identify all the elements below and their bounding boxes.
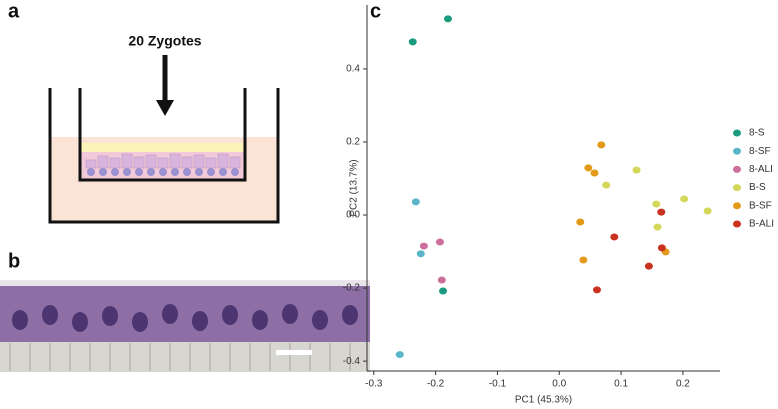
legend-marker: [733, 184, 741, 192]
point: [703, 207, 712, 215]
legend-label: 8-SF: [749, 146, 771, 157]
point: [592, 286, 601, 294]
point: [576, 218, 585, 226]
point: [408, 38, 417, 46]
y-tick-label: 0.4: [346, 64, 360, 75]
y-tick-label: -0.4: [343, 356, 361, 367]
point: [657, 244, 666, 252]
x-tick-label: 0.1: [614, 379, 628, 390]
panel-label: c: [370, 0, 381, 22]
point: [632, 166, 641, 174]
point: [644, 262, 653, 270]
point: [610, 233, 619, 241]
x-tick-label: -0.1: [489, 379, 507, 390]
x-tick-label: -0.3: [365, 379, 383, 390]
x-tick-label: 0.0: [552, 379, 566, 390]
annotation: 20 Zygotes: [128, 33, 201, 49]
panel-label: b: [8, 250, 20, 272]
legend-marker: [733, 165, 741, 173]
y-axis-label: PC2 (13.7%): [349, 159, 360, 216]
point: [579, 256, 588, 264]
panel-label: a: [8, 0, 20, 22]
y-tick-label: 0.2: [346, 137, 360, 148]
point: [602, 181, 611, 189]
point: [419, 242, 428, 250]
point: [680, 195, 689, 203]
point: [437, 276, 446, 284]
point: [416, 250, 425, 258]
point: [435, 238, 444, 246]
histology-image: [0, 280, 370, 372]
legend-marker: [733, 129, 741, 137]
legend-marker: [733, 147, 741, 155]
point: [590, 169, 599, 177]
point: [395, 351, 404, 359]
point: [443, 15, 452, 23]
x-tick-label: 0.2: [676, 379, 690, 390]
legend-label: B-ALI: [749, 219, 774, 230]
point: [652, 200, 661, 208]
point: [411, 198, 420, 206]
point: [439, 287, 448, 295]
y-tick-label: -0.2: [343, 283, 361, 294]
x-axis-label: PC1 (45.3%): [515, 395, 572, 406]
y-tick-label: 0.0: [346, 210, 360, 221]
culture-diagram: [48, 55, 280, 224]
legend-label: B-S: [749, 182, 766, 193]
legend-label: 8-ALI: [749, 164, 773, 175]
legend-label: 8-S: [749, 128, 765, 139]
point: [584, 164, 593, 172]
legend-label: B-SF: [749, 200, 772, 211]
x-tick-label: -0.2: [427, 379, 445, 390]
point: [597, 141, 606, 149]
legend-marker: [733, 202, 741, 210]
legend-marker: [733, 220, 741, 228]
point: [657, 208, 666, 216]
point: [653, 223, 662, 231]
